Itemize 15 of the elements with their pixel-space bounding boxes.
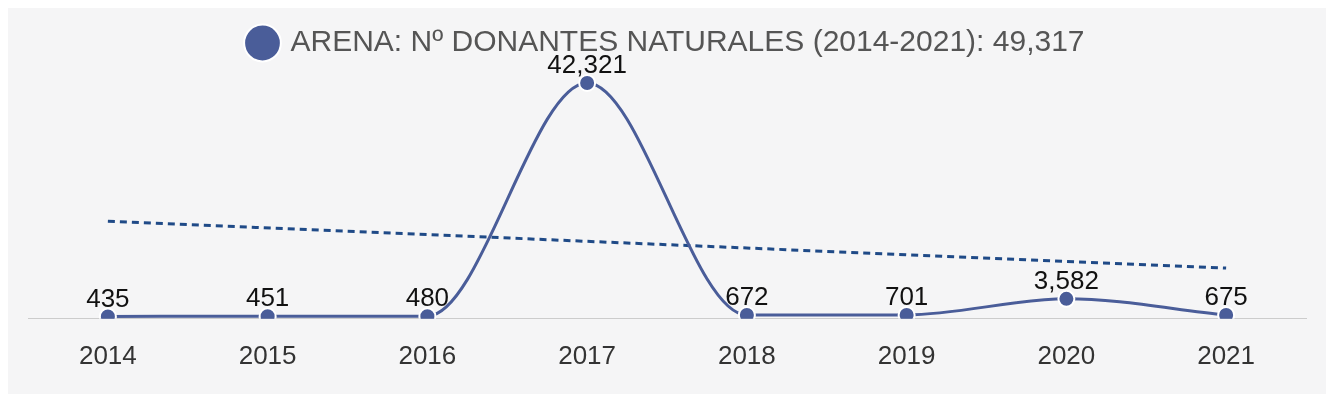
x-tick-label: 2019 [877,339,936,370]
data-label: 435 [86,282,130,313]
x-tick-label: 2015 [238,339,297,370]
data-label: 451 [245,282,290,313]
data-label: 672 [725,281,769,312]
x-tick-label: 2021 [1197,339,1256,370]
data-label: 675 [1204,281,1248,312]
x-tick-label: 2020 [1037,339,1096,370]
data-label: 480 [405,282,450,313]
x-tick-label: 2014 [78,339,137,370]
data-label: 3,582 [1033,265,1099,296]
x-tick-label: 2018 [717,339,776,370]
x-tick-label: 2016 [398,339,457,370]
data-label: 701 [884,281,929,312]
x-tick-label: 2017 [558,339,617,370]
